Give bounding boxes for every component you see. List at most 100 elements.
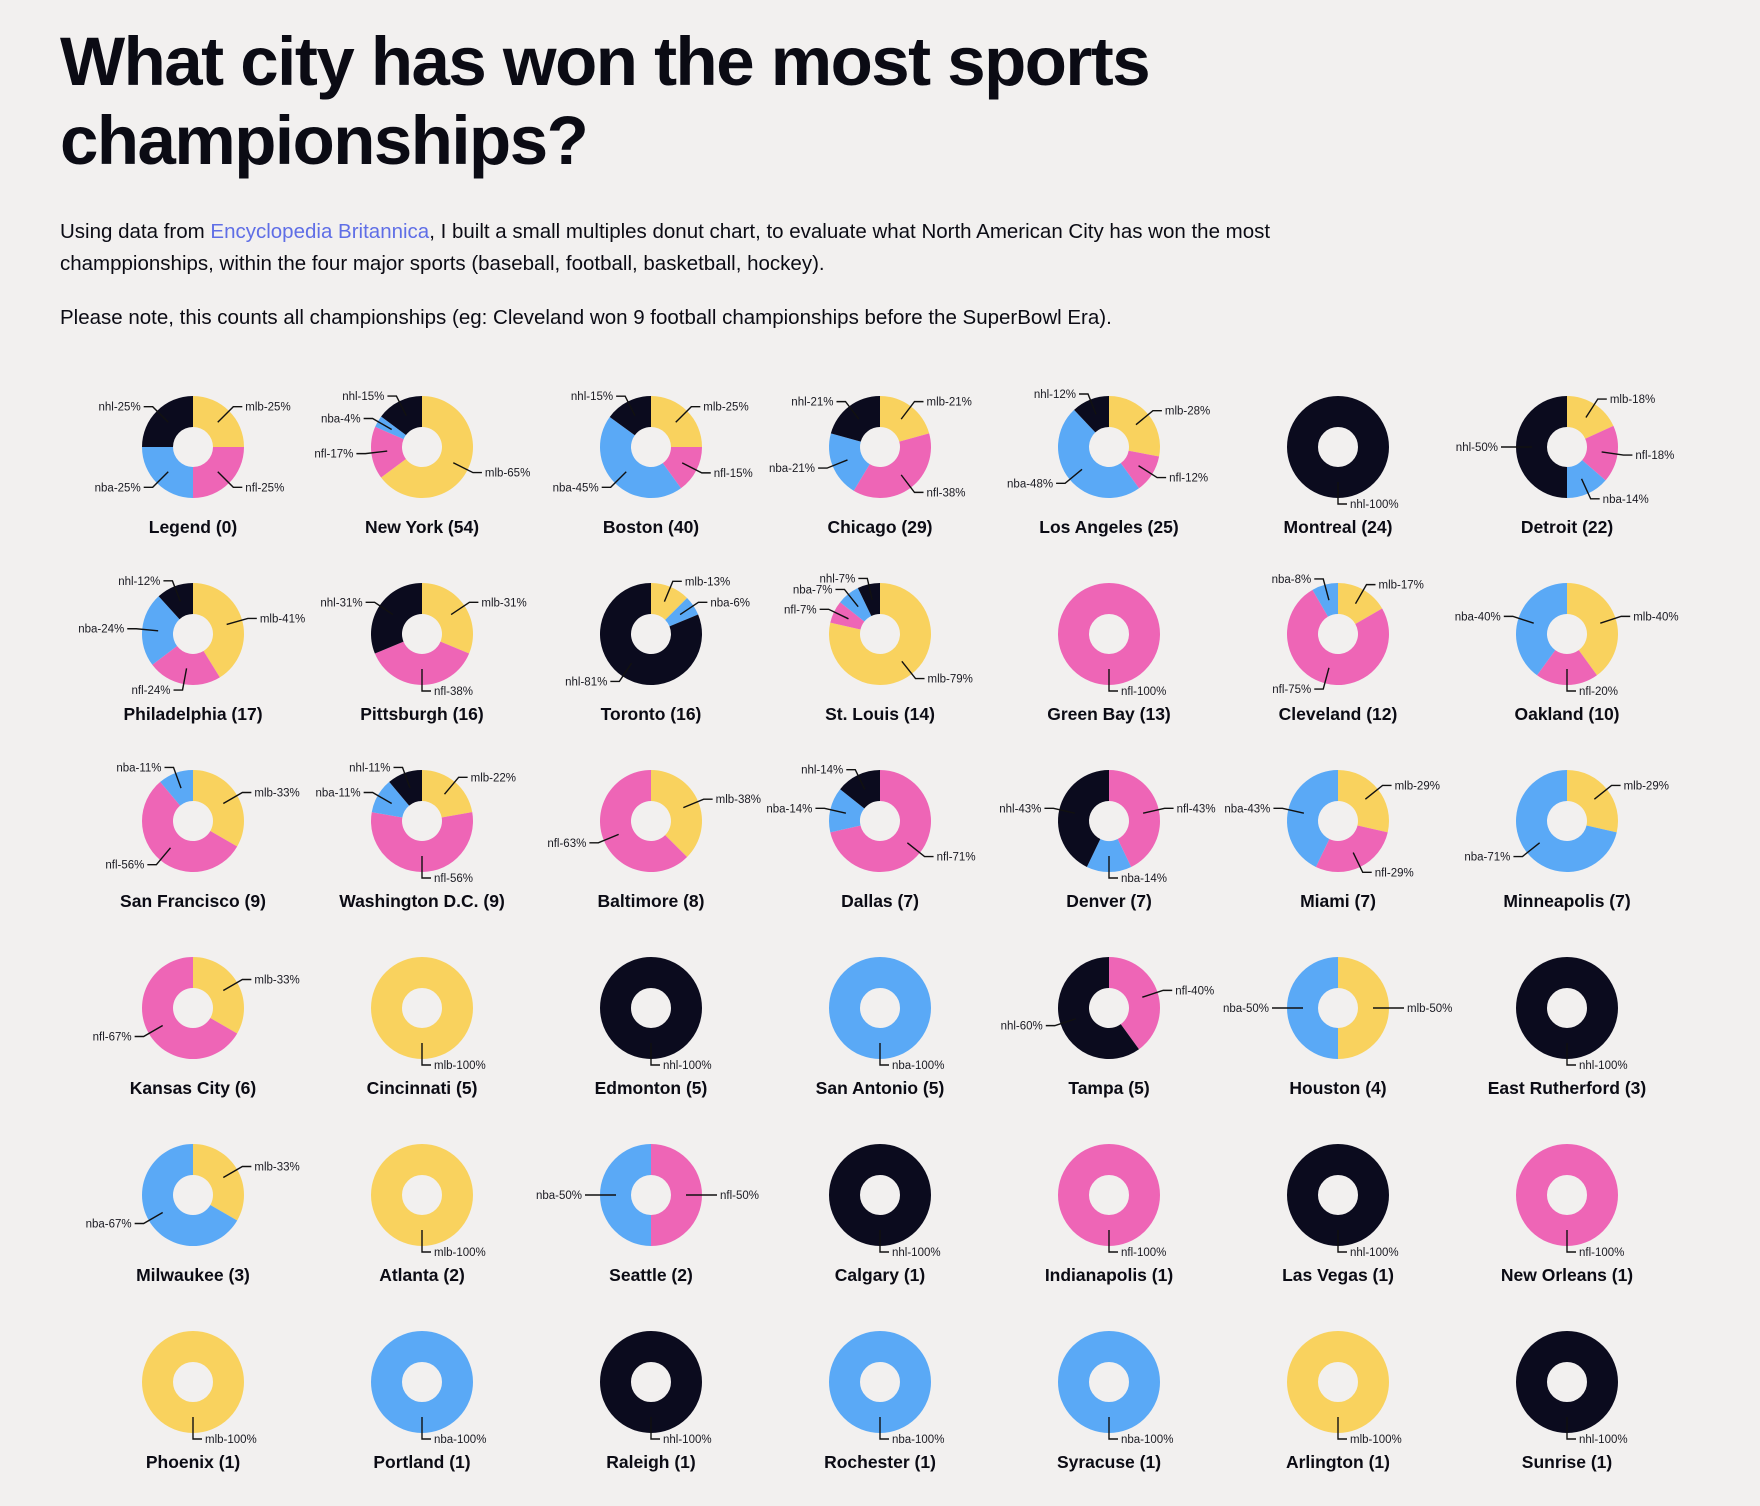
leader-pittsburgh-mlb xyxy=(450,601,479,616)
slice-cleveland-nfl xyxy=(1287,589,1389,686)
leader-new-orleans-nfl xyxy=(1566,1230,1576,1253)
leader-chicago-nhl xyxy=(836,400,860,420)
donut-seattle: nfl-50% nba-50% Seattle (2) xyxy=(536,1144,759,1285)
donut-syracuse: nba-100% Syracuse (1) xyxy=(1057,1331,1173,1472)
city-title-denver: Denver (7) xyxy=(1066,891,1152,911)
slice-seattle-nfl xyxy=(651,1144,702,1246)
slice-green-bay-nfl xyxy=(1058,583,1160,685)
label-milwaukee-nba: nba-67% xyxy=(86,1219,132,1231)
label-detroit-mlb: mlb-18% xyxy=(1610,394,1655,406)
leader-detroit-nfl xyxy=(1601,451,1633,456)
leader-oakland-nba xyxy=(1503,615,1534,624)
slice-oakland-mlb xyxy=(1567,583,1619,676)
leader-toronto-nba xyxy=(679,601,708,616)
britannica-link[interactable]: Encyclopedia Britannica xyxy=(210,220,430,243)
city-title-philadelphia: Philadelphia (17) xyxy=(123,704,262,724)
label-indianapolis-nfl: nfl-100% xyxy=(1121,1247,1166,1259)
slice-new-york-nhl xyxy=(381,396,422,436)
city-title-baltimore: Baltimore (8) xyxy=(598,891,705,911)
leader-kansas-city-mlb xyxy=(222,978,252,992)
label-las-vegas-nhl: nhl-100% xyxy=(1350,1247,1399,1259)
label-pittsburgh-nfl: nfl-38% xyxy=(434,686,473,698)
label-boston-nfl: nfl-15% xyxy=(714,468,753,480)
label-washington-d-c-nfl: nfl-56% xyxy=(434,873,473,885)
slice-st-louis-nfl xyxy=(830,602,865,630)
leader-chicago-mlb xyxy=(900,400,924,420)
donut-sunrise: nhl-100% Sunrise (1) xyxy=(1516,1331,1628,1472)
city-title-phoenix: Phoenix (1) xyxy=(146,1452,240,1472)
leader-cleveland-nba xyxy=(1314,578,1330,601)
leader-baltimore-nfl xyxy=(589,833,619,844)
city-title-sunrise: Sunrise (1) xyxy=(1522,1452,1612,1472)
label-pittsburgh-mlb: mlb-31% xyxy=(481,597,526,609)
donut-milwaukee: mlb-33% nba-67% Milwaukee (3) xyxy=(86,1144,300,1285)
label-miami-nba: nba-43% xyxy=(1224,803,1270,815)
donut-detroit: mlb-18% nfl-18% nba-14% nhl-50% Detroit (22) xyxy=(1456,394,1675,537)
label-portland-nba: nba-100% xyxy=(434,1434,486,1446)
slice-cleveland-mlb xyxy=(1338,583,1383,624)
leader-legend-nfl xyxy=(217,471,243,489)
leader-dallas-nba xyxy=(815,807,847,814)
leader-cincinnati-mlb xyxy=(421,1043,431,1066)
label-detroit-nba: nba-14% xyxy=(1603,494,1649,506)
label-st-louis-nba: nba-7% xyxy=(793,584,833,596)
label-washington-d-c-nba: nba-11% xyxy=(315,788,360,800)
slice-dallas-nfl xyxy=(830,770,932,872)
donut-green-bay: nfl-100% Green Bay (13) xyxy=(1047,583,1171,724)
city-title-dallas: Dallas (7) xyxy=(841,891,919,911)
label-oakland-nfl: nfl-20% xyxy=(1579,686,1618,698)
slice-kansas-city-nfl xyxy=(142,957,238,1059)
slice-boston-nfl xyxy=(662,447,702,489)
slice-phoenix-mlb xyxy=(142,1331,244,1433)
slice-cincinnati-mlb xyxy=(371,957,473,1059)
leader-milwaukee-nba xyxy=(134,1211,164,1225)
city-title-new-orleans: New Orleans (1) xyxy=(1501,1265,1633,1285)
slice-washington-d-c-nfl xyxy=(370,812,473,873)
label-san-francisco-nba: nba-11% xyxy=(116,762,161,774)
label-minneapolis-mlb: mlb-29% xyxy=(1624,780,1669,792)
city-title-boston: Boston (40) xyxy=(603,517,699,537)
donut-montreal: nhl-100% Montreal (24) xyxy=(1284,396,1399,537)
leader-rochester-nba xyxy=(879,1417,889,1440)
slice-minneapolis-mlb xyxy=(1567,770,1618,833)
leader-legend-nba xyxy=(143,471,169,489)
city-title-miami: Miami (7) xyxy=(1300,891,1376,911)
donut-portland: nba-100% Portland (1) xyxy=(371,1331,486,1472)
donut-baltimore: mlb-38% nfl-63% Baltimore (8) xyxy=(547,770,761,911)
slice-denver-nba xyxy=(1086,839,1132,873)
label-los-angeles-mlb: mlb-28% xyxy=(1165,406,1210,418)
slice-new-york-nba xyxy=(375,416,406,440)
leader-denver-nfl xyxy=(1142,807,1174,814)
leader-green-bay-nfl xyxy=(1108,669,1118,692)
slice-raleigh-nhl xyxy=(600,1331,702,1433)
label-chicago-nba: nba-21% xyxy=(769,463,815,475)
city-title-washington-d-c: Washington D.C. (9) xyxy=(339,891,505,911)
leader-los-angeles-nba xyxy=(1056,468,1083,485)
slice-milwaukee-nba xyxy=(142,1144,238,1246)
city-title-san-antonio: San Antonio (5) xyxy=(816,1078,945,1098)
leader-san-francisco-mlb xyxy=(222,791,252,805)
leader-baltimore-mlb xyxy=(683,798,713,809)
intro-text-after: , I built a small multiples donut chart,… xyxy=(60,220,1271,275)
city-title-minneapolis: Minneapolis (7) xyxy=(1503,891,1630,911)
slice-dallas-nba xyxy=(829,789,865,833)
city-title-green-bay: Green Bay (13) xyxy=(1047,704,1171,724)
slice-atlanta-mlb xyxy=(371,1144,473,1246)
label-st-louis-nhl: nhl-7% xyxy=(820,573,856,585)
city-title-las-vegas: Las Vegas (1) xyxy=(1282,1265,1394,1285)
donut-boston: mlb-25% nfl-15% nba-45% nhl-15% Boston (40) xyxy=(553,391,753,537)
label-philadelphia-nfl: nfl-24% xyxy=(132,685,171,697)
slice-oakland-nfl xyxy=(1537,650,1597,685)
slice-calgary-nhl xyxy=(829,1144,931,1246)
leader-chicago-nba xyxy=(818,459,848,469)
label-los-angeles-nhl: nhl-12% xyxy=(1034,389,1076,401)
slice-philadelphia-nfl xyxy=(152,646,220,685)
slice-boston-nhl xyxy=(609,396,651,436)
slice-portland-nba xyxy=(371,1331,473,1433)
donut-new-york: mlb-65% nfl-17% nba-4% nhl-15% New York (54) xyxy=(314,391,530,537)
donut-st-louis: mlb-79% nfl-7% nba-7%nhl-7% St. Louis (14) xyxy=(784,573,973,724)
leader-syracuse-nba xyxy=(1108,1417,1118,1440)
donut-tampa: nfl-40% nhl-60% Tampa (5) xyxy=(1001,957,1214,1098)
leader-montreal-nhl xyxy=(1337,482,1347,505)
